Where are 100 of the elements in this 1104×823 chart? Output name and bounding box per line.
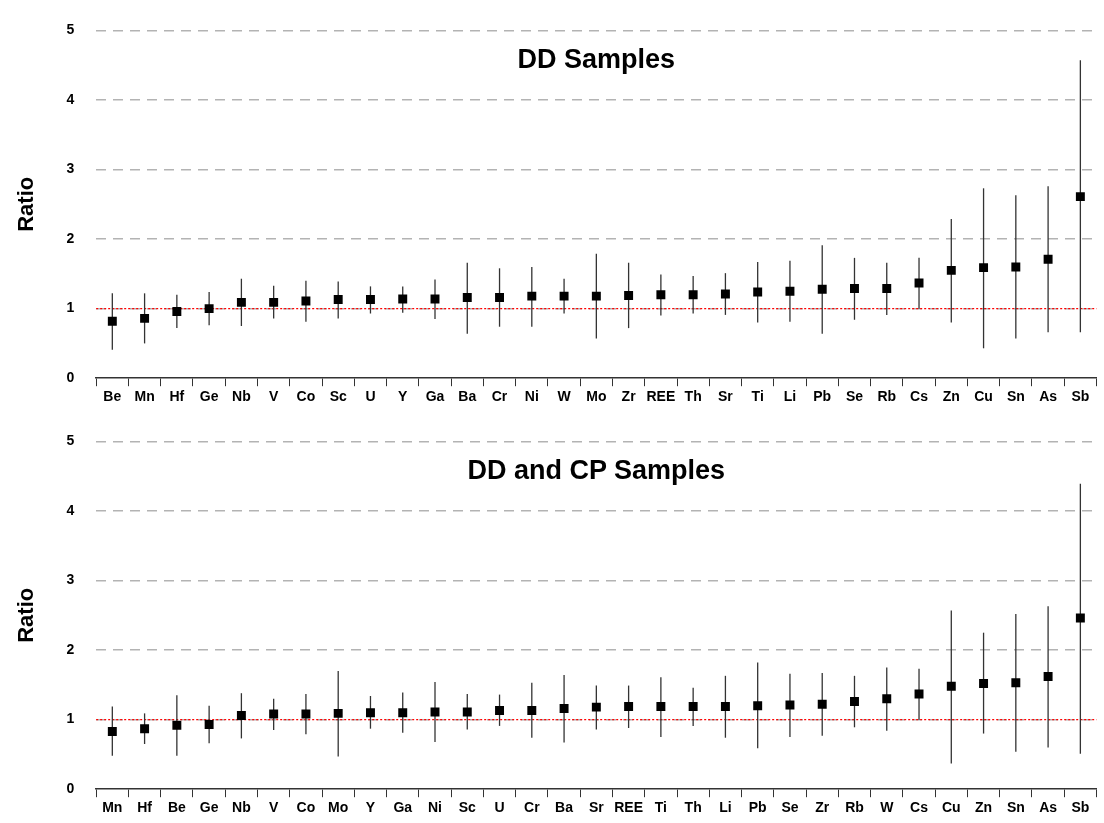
x-tick-label: Sc	[458, 799, 477, 816]
x-tick-label: Rb	[877, 388, 897, 405]
y-tick-label: 3	[66, 160, 75, 177]
x-tick-label: Ba	[458, 388, 477, 405]
point	[785, 286, 795, 296]
x-tick-label: Ge	[199, 799, 219, 816]
point	[559, 704, 569, 713]
y-tick-label: 0	[66, 780, 75, 797]
x-tick-label: Se	[781, 799, 799, 816]
x-tick-label: Cu	[974, 388, 993, 405]
point	[333, 708, 343, 718]
x-tick-label: Sb	[1071, 799, 1090, 816]
x-tick-label: Zn	[942, 388, 960, 405]
point	[398, 708, 408, 718]
point	[430, 294, 440, 304]
x-tick-label: Ga	[393, 799, 413, 816]
point	[624, 290, 634, 300]
point	[301, 296, 311, 306]
point	[204, 720, 214, 729]
point	[398, 294, 408, 304]
x-tick-label: Zn	[975, 799, 993, 816]
x-tick-label: Sr	[718, 388, 734, 405]
point	[559, 291, 569, 301]
x-tick-label: Be	[103, 388, 122, 405]
point	[753, 287, 763, 297]
point	[946, 265, 956, 275]
x-tick-label: Ti	[751, 388, 764, 405]
x-tick-label: Nb	[232, 388, 251, 405]
point	[107, 726, 117, 736]
point	[850, 283, 859, 293]
point	[140, 313, 150, 323]
x-tick-label: Co	[296, 799, 316, 816]
point	[365, 708, 375, 718]
x-tick-label: Sn	[1006, 388, 1025, 405]
point	[172, 306, 182, 316]
point	[817, 284, 827, 294]
x-tick-label: Zr	[621, 388, 637, 405]
point	[462, 293, 472, 302]
point	[656, 290, 666, 300]
point	[204, 304, 214, 314]
x-tick-label: Li	[783, 388, 797, 405]
point	[495, 293, 505, 302]
x-tick-label: Y	[398, 388, 409, 405]
x-tick-label: Th	[684, 799, 702, 816]
x-tick-label: Mn	[102, 799, 123, 816]
x-tick-label: Ga	[425, 388, 445, 405]
text: DD and CP Samples	[467, 454, 726, 485]
x-tick-label: Ti	[654, 799, 667, 816]
point	[269, 709, 279, 719]
x-tick-label: W	[557, 388, 572, 405]
point	[1075, 192, 1085, 202]
x-tick-label: Nb	[232, 799, 251, 816]
x-tick-label: Cu	[941, 799, 961, 816]
point	[172, 720, 182, 730]
x-tick-label: As	[1039, 799, 1058, 816]
x-tick-label: Rb	[845, 799, 864, 816]
x-tick-label: Be	[167, 799, 187, 816]
x-tick-label: Mo	[328, 799, 349, 816]
x-tick-label: Sr	[588, 799, 605, 816]
y-axis-title: Ratio	[13, 176, 39, 232]
x-tick-label: Ni	[428, 799, 442, 816]
point	[1075, 613, 1085, 623]
point	[462, 707, 472, 717]
point	[236, 710, 246, 720]
point	[495, 706, 505, 716]
point	[527, 706, 537, 716]
point	[430, 707, 440, 717]
point	[1011, 262, 1021, 272]
x-tick-label: V	[268, 799, 279, 816]
y-tick-label: 0	[66, 369, 75, 386]
point	[720, 701, 730, 711]
x-tick-label: U	[365, 388, 376, 405]
x-tick-label: As	[1039, 388, 1058, 405]
x-tick-label: Pb	[748, 799, 767, 816]
point	[624, 701, 634, 711]
x-tick-label: Ni	[524, 388, 539, 405]
x-tick-label: Hf	[137, 799, 153, 816]
point	[1043, 672, 1053, 681]
point	[979, 263, 989, 273]
point	[591, 702, 601, 712]
text: DD Samples	[517, 43, 676, 74]
y-tick-label: 5	[66, 21, 75, 38]
y-tick-label: 4	[66, 90, 75, 107]
y-axis-title: Ratio	[13, 587, 39, 643]
x-tick-label: Mo	[586, 388, 607, 405]
x-tick-label: Y	[365, 799, 376, 816]
y-tick-label: 1	[66, 299, 75, 316]
point	[1043, 254, 1053, 264]
point	[236, 297, 246, 307]
x-tick-label: Se	[845, 388, 864, 405]
point	[269, 297, 279, 307]
point	[914, 278, 924, 288]
x-tick-label: Cs	[910, 388, 929, 405]
point	[720, 289, 730, 299]
point	[365, 295, 375, 305]
y-tick-label: 1	[66, 710, 75, 727]
x-tick-label: V	[268, 388, 279, 405]
point	[882, 283, 892, 293]
y-tick-label: 3	[66, 571, 75, 588]
y-tick-label: 2	[66, 640, 75, 657]
